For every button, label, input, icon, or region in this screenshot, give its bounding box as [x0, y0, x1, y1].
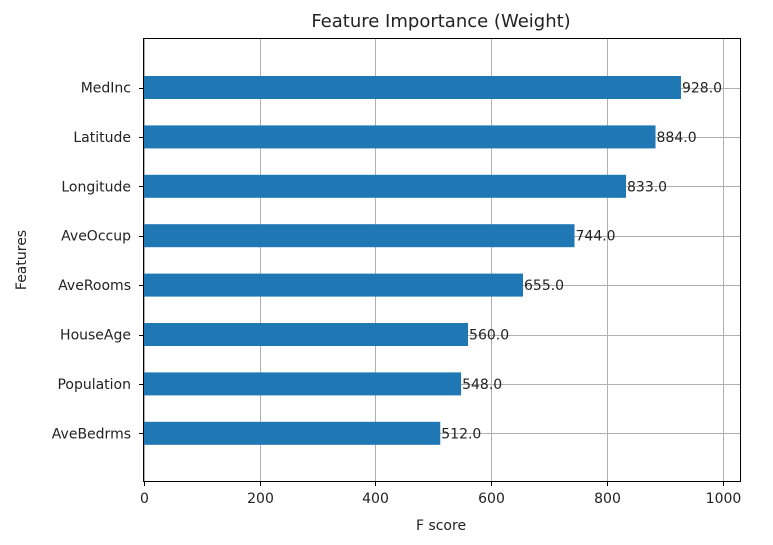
bar-value-label: 512.0 [441, 426, 481, 442]
y-tick-label: Longitude [61, 179, 131, 195]
bar [144, 125, 656, 149]
x-axis-label: F score [416, 518, 466, 534]
bar-value-label: 833.0 [627, 179, 667, 195]
x-tick-label: 0 [140, 491, 149, 507]
y-tick-label: AveBedrms [52, 426, 131, 442]
bar-value-label: 928.0 [682, 81, 722, 97]
bar [144, 421, 441, 445]
x-tick-label: 200 [247, 491, 274, 507]
chart-title: Feature Importance (Weight) [311, 11, 570, 32]
y-tick-label: HouseAge [60, 328, 131, 344]
bar-value-label: 655.0 [524, 278, 564, 294]
grid-layer [144, 39, 740, 481]
x-tick-label: 400 [362, 491, 389, 507]
x-tick-label: 1000 [706, 491, 742, 507]
plot-frame [143, 38, 741, 482]
bar [144, 323, 469, 346]
y-tick-label: MedInc [81, 81, 131, 97]
bar-value-label: 560.0 [469, 328, 509, 344]
y-axis-label: Features [14, 230, 30, 290]
bar [144, 372, 462, 396]
y-tick-label: AveOccup [61, 229, 131, 245]
x-tick-label: 800 [594, 491, 621, 507]
y-tick-label: AveRooms [58, 278, 131, 294]
bar [144, 174, 627, 198]
bar [144, 224, 575, 248]
bar-value-label: 548.0 [462, 377, 502, 393]
x-axis-ticks: 0 200 400 600 800 1000 [140, 481, 741, 507]
bar-value-label: 884.0 [657, 130, 697, 146]
x-tick-label: 600 [478, 491, 505, 507]
y-tick-label: Population [57, 377, 131, 393]
y-axis-ticks: MedInc Latitude Longitude AveOccup AveRooms H… [52, 81, 144, 442]
bar [144, 76, 681, 99]
y-tick-label: Latitude [73, 130, 131, 146]
bars-layer: 928.0 884.0 833.0 744.0 655.0 560.0 548.0 512.0 [144, 76, 722, 445]
bar-value-label: 744.0 [576, 229, 616, 245]
bar [144, 273, 524, 297]
